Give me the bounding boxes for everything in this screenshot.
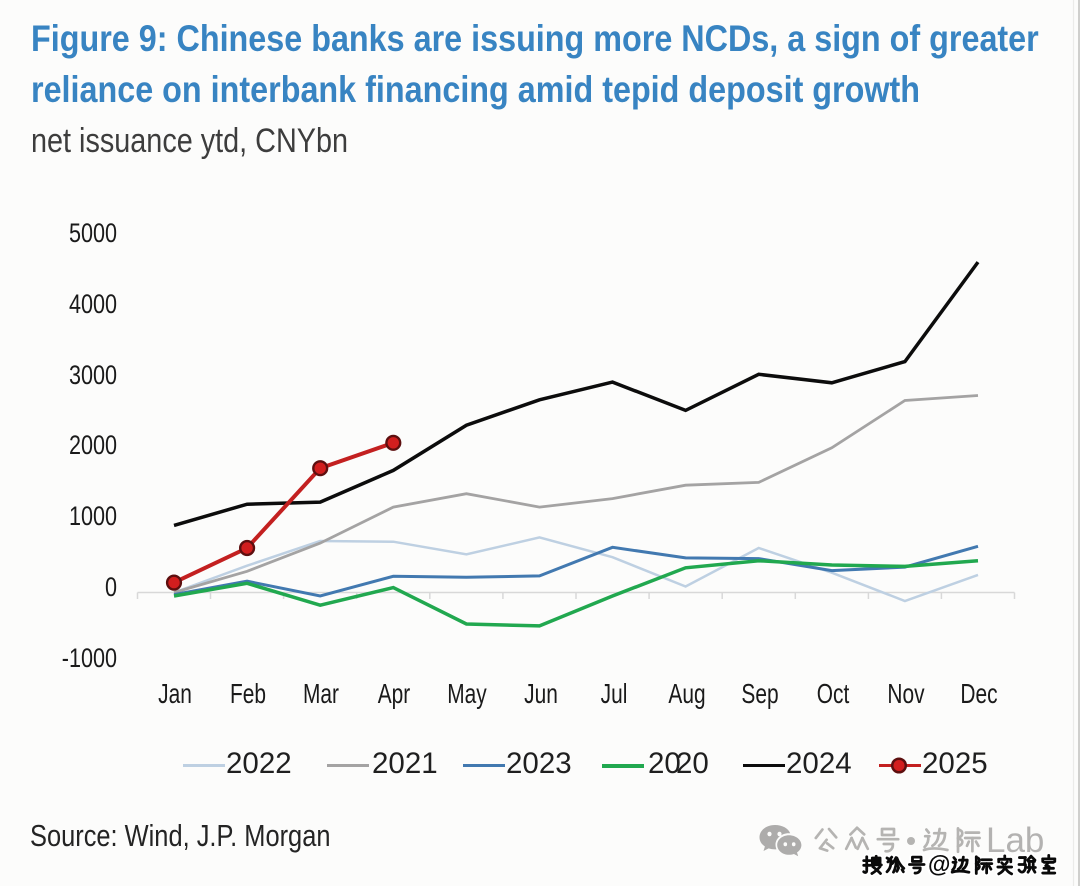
svg-text:Lab: Lab	[986, 821, 1044, 860]
svg-text:@: @	[928, 851, 950, 877]
